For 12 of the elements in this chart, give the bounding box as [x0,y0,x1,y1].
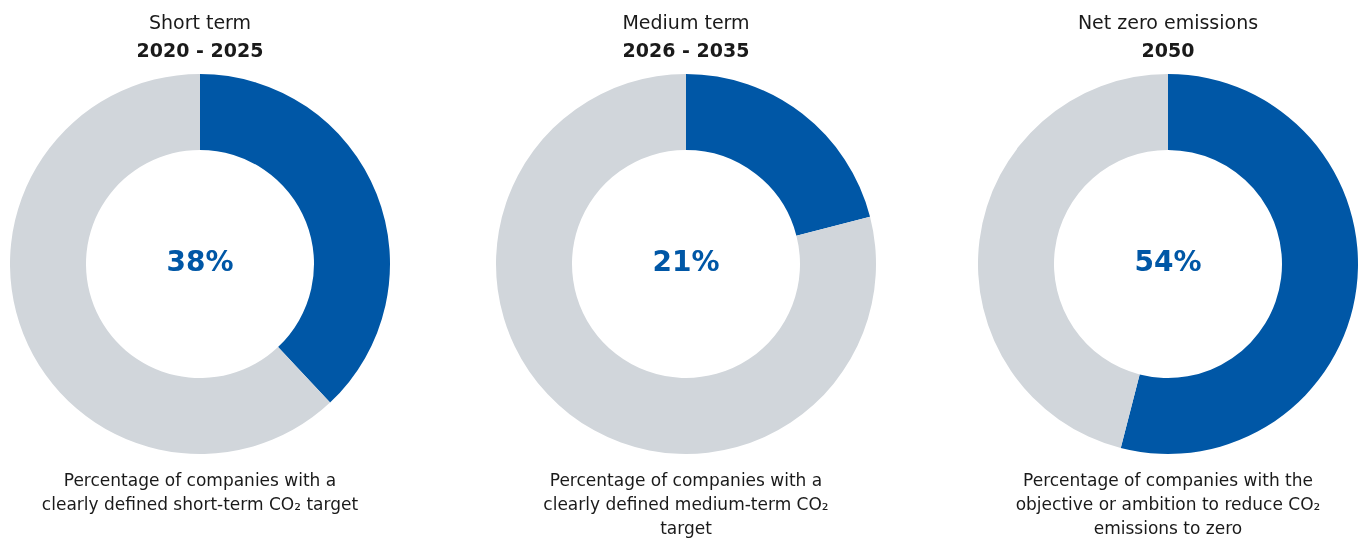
chart-title: Short term [147,10,253,35]
data-label: 21% [652,245,720,279]
chart-subtitle: 2020 - 2025 [135,38,265,63]
data-label: 54% [1134,245,1202,279]
chart-subtitle: 2026 - 2035 [621,38,751,63]
text: Percentage of companies with the objective or ambition to reduce CO₂ emissions to zero [1014,469,1322,540]
chart-title: Net zero emissions [1076,10,1260,35]
data-label: 38% [166,245,234,279]
chart-title: Medium term [621,10,751,35]
text: Percentage of companies with a clearly defined short-term CO₂ target [40,469,360,516]
text: Percentage of companies with a clearly defined medium-term CO₂ target [542,469,830,540]
chart-subtitle: 2050 [1140,38,1196,63]
